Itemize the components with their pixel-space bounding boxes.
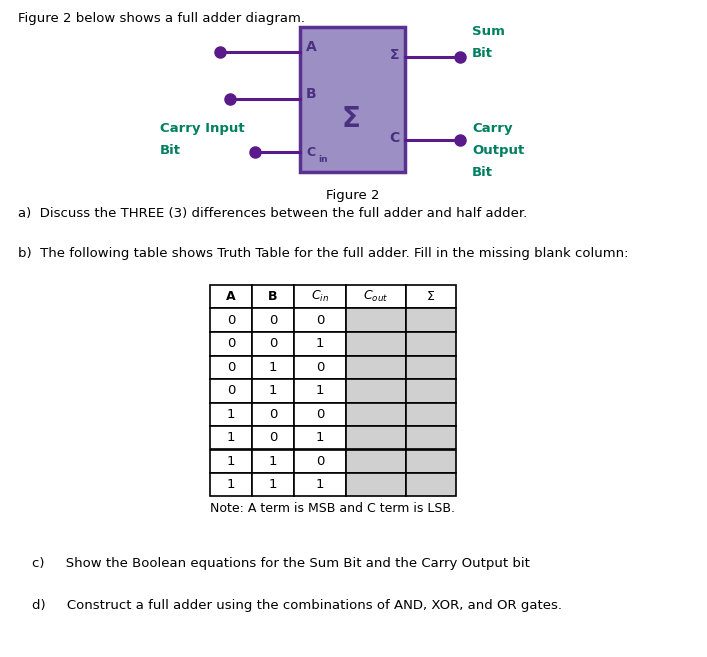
Text: Bit: Bit	[472, 166, 493, 179]
FancyBboxPatch shape	[346, 309, 406, 332]
Text: 0: 0	[227, 361, 235, 374]
FancyBboxPatch shape	[294, 332, 346, 355]
FancyBboxPatch shape	[210, 403, 252, 426]
Text: B: B	[306, 87, 317, 101]
FancyBboxPatch shape	[210, 426, 252, 449]
FancyBboxPatch shape	[406, 473, 456, 497]
Text: 0: 0	[316, 314, 325, 327]
FancyBboxPatch shape	[294, 379, 346, 403]
Text: 1: 1	[269, 384, 277, 397]
FancyBboxPatch shape	[252, 449, 294, 473]
Text: 0: 0	[316, 455, 325, 468]
FancyBboxPatch shape	[406, 403, 456, 426]
Text: 1: 1	[227, 455, 235, 468]
Text: A: A	[306, 40, 317, 54]
FancyBboxPatch shape	[406, 332, 456, 355]
Text: 1: 1	[316, 384, 325, 397]
Text: Σ: Σ	[342, 105, 361, 133]
FancyBboxPatch shape	[294, 473, 346, 497]
Text: $C_{out}$: $C_{out}$	[363, 289, 389, 304]
FancyBboxPatch shape	[210, 355, 252, 379]
Text: 1: 1	[227, 408, 235, 420]
Text: Σ: Σ	[390, 48, 399, 62]
Text: 0: 0	[269, 408, 277, 420]
Text: Carry: Carry	[472, 122, 513, 135]
FancyBboxPatch shape	[294, 449, 346, 473]
FancyBboxPatch shape	[294, 403, 346, 426]
FancyBboxPatch shape	[210, 473, 252, 497]
Text: 0: 0	[227, 337, 235, 350]
Text: a)  Discuss the THREE (3) differences between the full adder and half adder.: a) Discuss the THREE (3) differences bet…	[18, 207, 527, 220]
Text: $\Sigma$: $\Sigma$	[426, 290, 436, 304]
Text: C: C	[390, 131, 400, 145]
Text: 1: 1	[269, 361, 277, 374]
FancyBboxPatch shape	[300, 27, 405, 172]
Text: 1: 1	[269, 478, 277, 491]
Text: 0: 0	[316, 361, 325, 374]
FancyBboxPatch shape	[210, 379, 252, 403]
FancyBboxPatch shape	[294, 355, 346, 379]
Text: 1: 1	[269, 455, 277, 468]
FancyBboxPatch shape	[294, 285, 346, 309]
FancyBboxPatch shape	[346, 355, 406, 379]
Text: 0: 0	[316, 408, 325, 420]
Text: 0: 0	[269, 314, 277, 327]
FancyBboxPatch shape	[210, 309, 252, 332]
FancyBboxPatch shape	[252, 379, 294, 403]
Text: d)     Construct a full adder using the combinations of AND, XOR, and OR gates.: d) Construct a full adder using the comb…	[32, 599, 562, 612]
Text: Bit: Bit	[472, 47, 493, 60]
Text: 0: 0	[227, 384, 235, 397]
FancyBboxPatch shape	[346, 285, 406, 309]
FancyBboxPatch shape	[210, 449, 252, 473]
Text: Sum: Sum	[472, 25, 505, 38]
Text: c)     Show the Boolean equations for the Sum Bit and the Carry Output bit: c) Show the Boolean equations for the Su…	[32, 557, 530, 570]
Text: 0: 0	[269, 337, 277, 350]
FancyBboxPatch shape	[406, 426, 456, 449]
FancyBboxPatch shape	[294, 426, 346, 449]
Text: b)  The following table shows Truth Table for the full adder. Fill in the missin: b) The following table shows Truth Table…	[18, 247, 629, 260]
FancyBboxPatch shape	[252, 285, 294, 309]
FancyBboxPatch shape	[346, 332, 406, 355]
Text: 1: 1	[316, 337, 325, 350]
FancyBboxPatch shape	[346, 449, 406, 473]
FancyBboxPatch shape	[252, 309, 294, 332]
Text: 1: 1	[227, 478, 235, 491]
FancyBboxPatch shape	[406, 309, 456, 332]
Text: 0: 0	[269, 431, 277, 444]
Text: C: C	[306, 145, 315, 158]
FancyBboxPatch shape	[252, 426, 294, 449]
FancyBboxPatch shape	[210, 285, 252, 309]
FancyBboxPatch shape	[346, 426, 406, 449]
FancyBboxPatch shape	[346, 379, 406, 403]
FancyBboxPatch shape	[252, 332, 294, 355]
Text: Carry Input: Carry Input	[160, 122, 245, 135]
Text: 1: 1	[227, 431, 235, 444]
FancyBboxPatch shape	[406, 285, 456, 309]
FancyBboxPatch shape	[406, 355, 456, 379]
FancyBboxPatch shape	[346, 403, 406, 426]
FancyBboxPatch shape	[210, 332, 252, 355]
FancyBboxPatch shape	[406, 449, 456, 473]
FancyBboxPatch shape	[252, 403, 294, 426]
Text: $C_{in}$: $C_{in}$	[311, 289, 329, 304]
Text: Note: A term is MSB and C term is LSB.: Note: A term is MSB and C term is LSB.	[210, 503, 455, 516]
Text: in: in	[318, 154, 328, 164]
Text: A: A	[226, 290, 236, 304]
Text: Output: Output	[472, 144, 525, 157]
Text: Figure 2 below shows a full adder diagram.: Figure 2 below shows a full adder diagra…	[18, 12, 305, 25]
Text: 0: 0	[227, 314, 235, 327]
Text: Bit: Bit	[160, 144, 181, 157]
Text: 1: 1	[316, 431, 325, 444]
FancyBboxPatch shape	[252, 355, 294, 379]
FancyBboxPatch shape	[406, 379, 456, 403]
Text: Figure 2: Figure 2	[326, 189, 380, 202]
FancyBboxPatch shape	[294, 309, 346, 332]
FancyBboxPatch shape	[346, 473, 406, 497]
FancyBboxPatch shape	[252, 473, 294, 497]
Text: 1: 1	[316, 478, 325, 491]
Text: B: B	[268, 290, 278, 304]
